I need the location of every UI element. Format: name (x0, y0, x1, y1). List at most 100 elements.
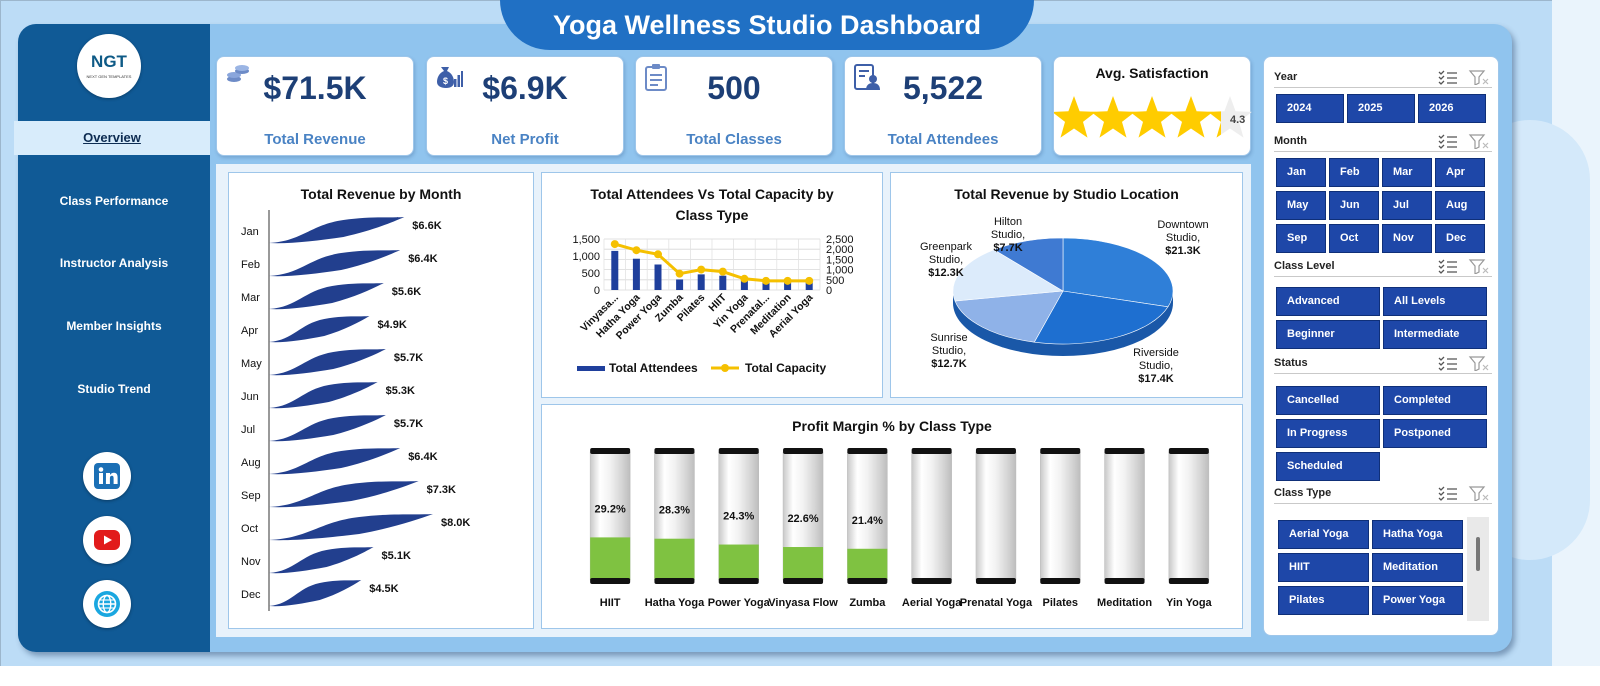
nav-item-member-insights[interactable]: Member Insights (66, 319, 162, 333)
legend-capacity-label: Total Capacity (745, 361, 826, 375)
right-axis-tick: 1,000 (826, 265, 854, 277)
slicer-class-type-power-yoga[interactable]: Power Yoga (1372, 586, 1463, 615)
pie-label-name: Hilton (994, 216, 1022, 228)
chart-title: Total Revenue by Month (300, 186, 462, 202)
chart-title: Profit Margin % by Class Type (792, 418, 992, 434)
attendees-bar (676, 279, 684, 290)
attendee-icon (854, 64, 880, 90)
slicer-month-jul[interactable]: Jul (1382, 191, 1432, 220)
margin-category-label: Pilates (1043, 597, 1078, 609)
margin-track (1040, 451, 1081, 581)
nav-item-instructor-analysis[interactable]: Instructor Analysis (59, 256, 169, 270)
revenue-bar (269, 415, 386, 442)
pie-label-name: Greenpark (920, 241, 972, 253)
linkedin-button[interactable] (83, 452, 131, 500)
month-tick-label: Jul (241, 424, 255, 436)
revenue-data-label: $6.4K (408, 253, 437, 265)
slicer-title: Class Level (1274, 260, 1335, 272)
logo-text: NGT (91, 52, 127, 71)
slicer-month-may[interactable]: May (1276, 191, 1326, 220)
slicer-class-type-aerial-yoga[interactable]: Aerial Yoga (1278, 520, 1369, 549)
multi-select-icon[interactable] (1438, 486, 1457, 501)
star (1169, 96, 1213, 138)
page-title: Yoga Wellness Studio Dashboard (500, 0, 1034, 50)
nav-item-overview[interactable]: Overview (14, 121, 210, 155)
clipboard-icon (645, 64, 667, 91)
revenue-by-location-chart: DowntownStudio,$21.3KRiversideStudio,$17… (920, 216, 1209, 385)
youtube-button[interactable] (83, 516, 131, 564)
scrollbar-thumb[interactable] (1476, 537, 1480, 571)
slicer-class-level-all-levels[interactable]: All Levels (1383, 287, 1487, 316)
slicer-status-cancelled[interactable]: Cancelled (1276, 386, 1380, 415)
pie-label-name-suffix: Studio, (991, 229, 1025, 241)
coins-icon (227, 65, 249, 82)
capacity-point (740, 274, 749, 283)
clear-filter-icon[interactable] (1468, 259, 1489, 275)
slicer-class-level-intermediate[interactable]: Intermediate (1383, 320, 1487, 349)
revenue-data-label: $5.1K (382, 550, 411, 562)
multi-select-icon[interactable] (1438, 259, 1457, 274)
attendees-vs-capacity-card: Total Attendees Vs Total Capacity by Cla… (541, 172, 883, 398)
slicer-month-oct[interactable]: Oct (1329, 224, 1379, 253)
multi-select-icon[interactable] (1438, 70, 1457, 85)
multi-select-icon[interactable] (1438, 356, 1457, 371)
slicer-month-jun[interactable]: Jun (1329, 191, 1379, 220)
slicer-class-type-pilates[interactable]: Pilates (1278, 586, 1369, 615)
multi-select-icon[interactable] (1438, 134, 1457, 149)
capacity-point (697, 265, 706, 274)
pie-label-name-suffix: Studio, (1166, 232, 1200, 244)
slicer-panel: Year 2024 2025 2026 Month Jan Feb Mar Apr May J… (1263, 56, 1499, 636)
kpi-label: Total Revenue (264, 131, 366, 148)
slicer-month-mar[interactable]: Mar (1382, 158, 1432, 187)
slicer-class-type-hiit[interactable]: HIIT (1278, 553, 1369, 582)
pie-slice (952, 249, 1064, 302)
website-button[interactable] (83, 580, 131, 628)
margin-category-label: Meditation (1097, 597, 1152, 609)
class-type-scrollbar[interactable] (1467, 517, 1489, 621)
margin-category-label: Zumba (849, 597, 886, 609)
slicer-month-aug[interactable]: Aug (1435, 191, 1485, 220)
clear-filter-icon[interactable] (1468, 356, 1489, 372)
slicer-month-sep[interactable]: Sep (1276, 224, 1326, 253)
nav-item-studio-trend[interactable]: Studio Trend (77, 382, 151, 396)
margin-data-label: 22.6% (787, 513, 818, 525)
slicer-month-apr[interactable]: Apr (1435, 158, 1485, 187)
clear-filter-icon[interactable] (1468, 70, 1489, 86)
pie-label-value: $7.7K (993, 242, 1022, 254)
slicer-class-type-hatha-yoga[interactable]: Hatha Yoga (1372, 520, 1463, 549)
slicer-class-level-beginner[interactable]: Beginner (1276, 320, 1380, 349)
capacity-point (654, 250, 662, 259)
slicer-status-postponed[interactable]: Postponed (1383, 419, 1487, 448)
margin-cap-top (654, 448, 695, 454)
star (1091, 96, 1135, 138)
nav-item-class-performance[interactable]: Class Performance (59, 194, 169, 208)
slicer-controls (1438, 258, 1490, 282)
kpi-value: 5,522 (902, 70, 984, 106)
star (1130, 96, 1174, 138)
margin-category-label: Hatha Yoga (645, 597, 705, 609)
month-tick-label: Jun (241, 391, 259, 403)
slicer-month-nov[interactable]: Nov (1382, 224, 1432, 253)
slicer-title: Status (1274, 357, 1308, 369)
slicer-status-scheduled[interactable]: Scheduled (1276, 452, 1380, 481)
month-tick-label: Jan (241, 226, 259, 238)
slicer-month-dec[interactable]: Dec (1435, 224, 1485, 253)
slicer-year-2026[interactable]: 2026 (1418, 94, 1486, 123)
revenue-bar (269, 217, 405, 244)
slicer-month-jan[interactable]: Jan (1276, 158, 1326, 187)
slicer-status-completed[interactable]: Completed (1383, 386, 1487, 415)
clear-filter-icon[interactable] (1468, 134, 1489, 150)
clear-filter-icon[interactable] (1468, 486, 1489, 502)
right-axis-tick: 500 (826, 275, 844, 287)
slicer-year-header: Year (1274, 66, 1492, 88)
slicer-year-2024[interactable]: 2024 (1276, 94, 1344, 123)
slicer-class-level-advanced[interactable]: Advanced (1276, 287, 1380, 316)
slicer-status-in-progress[interactable]: In Progress (1276, 419, 1380, 448)
capacity-point (610, 240, 619, 249)
capacity-point (632, 246, 641, 255)
capacity-point (718, 267, 727, 276)
margin-data-label: 28.3% (659, 505, 690, 517)
slicer-month-feb[interactable]: Feb (1329, 158, 1379, 187)
slicer-year-2025[interactable]: 2025 (1347, 94, 1415, 123)
slicer-class-type-meditation[interactable]: Meditation (1372, 553, 1463, 582)
